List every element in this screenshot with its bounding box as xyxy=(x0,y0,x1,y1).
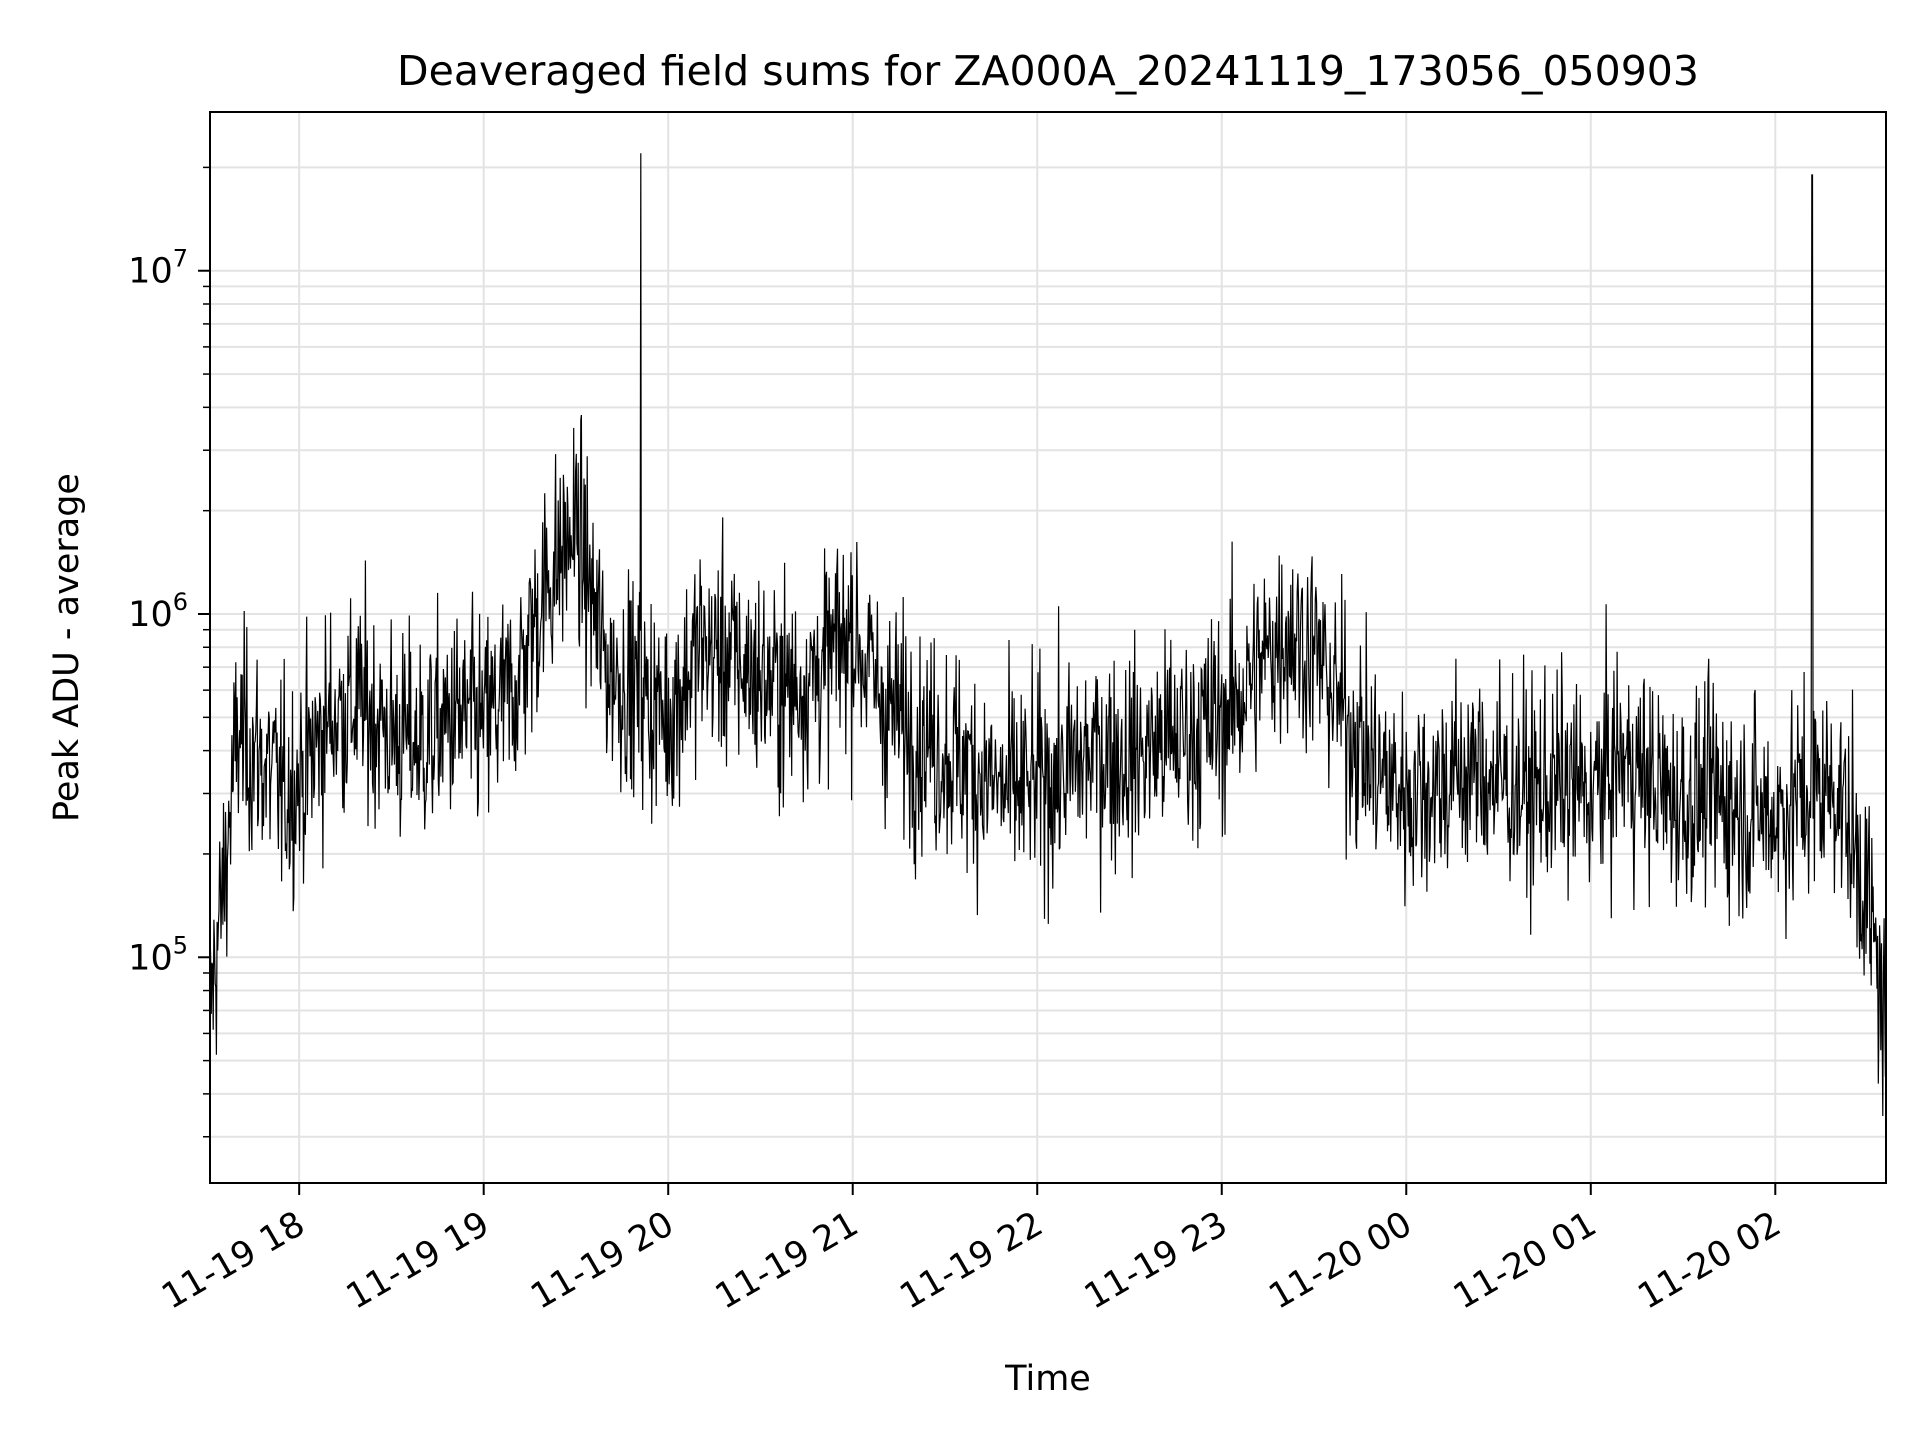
x-tick-label: 11-20 02 xyxy=(1632,1204,1788,1317)
y-tick-label: 105 xyxy=(128,931,188,978)
chart-title: Deaveraged field sums for ZA000A_2024111… xyxy=(397,47,1699,95)
x-tick-label: 11-19 18 xyxy=(155,1204,311,1317)
x-axis: 11-19 18 11-19 19 11-19 20 11-19 21 11-19 22… xyxy=(155,1183,1788,1317)
x-tick-label: 11-19 20 xyxy=(524,1204,680,1317)
series-line xyxy=(209,153,1887,1117)
y-tick-label: 107 xyxy=(128,245,188,292)
x-tick-label: 11-20 00 xyxy=(1262,1204,1418,1317)
y-tick-label: 106 xyxy=(128,588,188,635)
grid xyxy=(210,112,1886,1183)
x-tick-label: 11-19 19 xyxy=(340,1204,496,1317)
x-tick-label: 11-20 01 xyxy=(1447,1204,1603,1317)
x-tick-label: 11-19 23 xyxy=(1078,1204,1234,1317)
data-line xyxy=(209,153,1887,1117)
x-tick-label: 11-19 21 xyxy=(709,1204,865,1317)
x-axis-label: Time xyxy=(1004,1359,1091,1399)
y-axis: 105 106 107 xyxy=(128,166,210,1138)
x-tick-label: 11-19 22 xyxy=(893,1204,1049,1317)
y-axis-label: Peak ADU - average xyxy=(47,473,87,822)
